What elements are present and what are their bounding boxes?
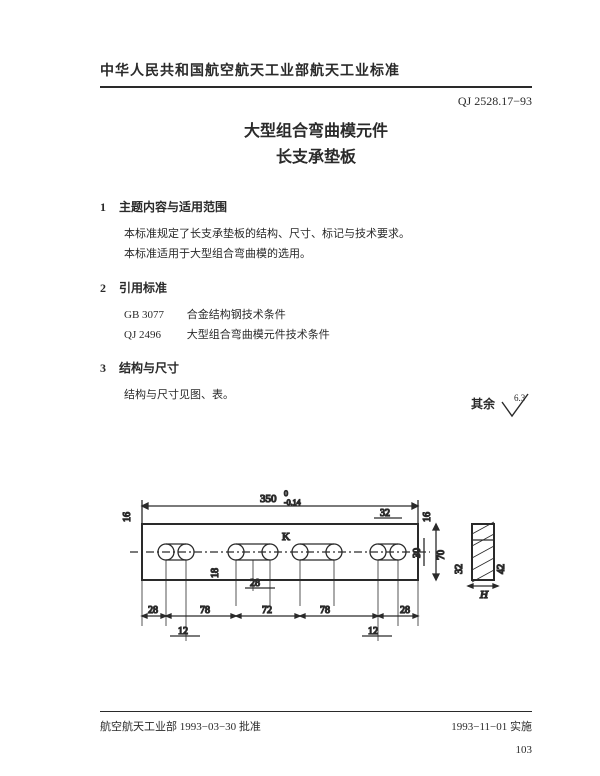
section-1-p1: 本标准规定了长支承垫板的结构、尺寸、标记与技术要求。 — [100, 225, 532, 245]
page-number: 103 — [516, 744, 533, 756]
svg-text:K: K — [282, 531, 290, 543]
section-title: 主题内容与适用范围 — [119, 200, 227, 214]
standard-code: QJ 2528.17−93 — [100, 94, 532, 109]
svg-text:28: 28 — [400, 605, 410, 616]
ref-code: GB 3077 — [124, 306, 184, 326]
footer-left: 航空航天工业部 1993−03−30 批准 — [100, 718, 261, 734]
section-1-p2: 本标准适用于大型组合弯曲模的选用。 — [100, 245, 532, 265]
svg-text:28: 28 — [250, 578, 260, 589]
svg-text:70: 70 — [436, 550, 447, 560]
svg-text:42: 42 — [496, 564, 507, 574]
svg-text:16: 16 — [422, 512, 433, 522]
footer-impl-action: 实施 — [510, 721, 532, 733]
ref-text: 大型组合弯曲模元件技术条件 — [187, 329, 330, 341]
footer: 航空航天工业部 1993−03−30 批准 1993−11−01 实施 — [100, 711, 532, 734]
drawing-svg: 350 0 -0.14 16 16 — [100, 476, 532, 666]
section-3: 3 结构与尺寸 结构与尺寸见图、表。 — [100, 359, 532, 406]
ref-code: QJ 2496 — [124, 326, 184, 346]
svg-text:72: 72 — [262, 605, 272, 616]
footer-rule — [100, 711, 532, 712]
section-num: 2 — [100, 281, 116, 296]
footer-approve-date: 1993−03−30 — [180, 721, 236, 733]
title-line-2: 长支承垫板 — [100, 145, 532, 171]
header-rule — [100, 86, 532, 88]
section-3-heading: 3 结构与尺寸 — [100, 359, 532, 376]
svg-text:32: 32 — [380, 508, 390, 519]
title-block: 大型组合弯曲模元件 长支承垫板 — [100, 119, 532, 170]
surface-label: 其余 — [471, 397, 495, 411]
svg-text:6.3: 6.3 — [514, 393, 526, 403]
footer-org: 航空航天工业部 — [100, 721, 177, 733]
svg-text:18: 18 — [210, 568, 221, 578]
footer-approve-action: 批准 — [239, 721, 261, 733]
svg-text:16: 16 — [122, 512, 133, 522]
svg-text:78: 78 — [200, 605, 210, 616]
svg-text:30: 30 — [412, 548, 423, 558]
svg-text:32: 32 — [454, 564, 465, 574]
svg-text:28: 28 — [148, 605, 158, 616]
svg-text:H: H — [479, 589, 489, 601]
ref-1: GB 3077 合金结构钢技术条件 — [100, 306, 532, 326]
section-1: 1 主题内容与适用范围 本标准规定了长支承垫板的结构、尺寸、标记与技术要求。 本… — [100, 198, 532, 265]
surface-finish-mark: 其余 6.3 — [471, 392, 532, 418]
svg-text:12: 12 — [178, 626, 188, 637]
section-title: 结构与尺寸 — [119, 361, 179, 375]
section-title: 引用标准 — [119, 281, 167, 295]
footer-impl-date: 1993−11−01 — [451, 721, 507, 733]
svg-text:78: 78 — [320, 605, 330, 616]
footer-right: 1993−11−01 实施 — [451, 718, 532, 734]
section-num: 1 — [100, 200, 116, 215]
ref-2: QJ 2496 大型组合弯曲模元件技术条件 — [100, 326, 532, 346]
org-line: 中华人民共和国航空航天工业部航天工业标准 — [100, 60, 532, 80]
title-line-1: 大型组合弯曲模元件 — [100, 119, 532, 145]
svg-text:350: 350 — [260, 493, 277, 505]
svg-text:12: 12 — [368, 626, 378, 637]
roughness-symbol-icon: 6.3 — [498, 392, 532, 418]
section-2: 2 引用标准 GB 3077 合金结构钢技术条件 QJ 2496 大型组合弯曲模… — [100, 279, 532, 346]
svg-text:-0.14: -0.14 — [284, 498, 301, 507]
section-2-heading: 2 引用标准 — [100, 279, 532, 296]
ref-text: 合金结构钢技术条件 — [187, 309, 286, 321]
section-1-heading: 1 主题内容与适用范围 — [100, 198, 532, 215]
engineering-drawing: 350 0 -0.14 16 16 — [100, 476, 532, 671]
section-3-p1: 结构与尺寸见图、表。 — [100, 386, 532, 406]
section-num: 3 — [100, 361, 116, 376]
svg-text:0: 0 — [284, 489, 288, 498]
